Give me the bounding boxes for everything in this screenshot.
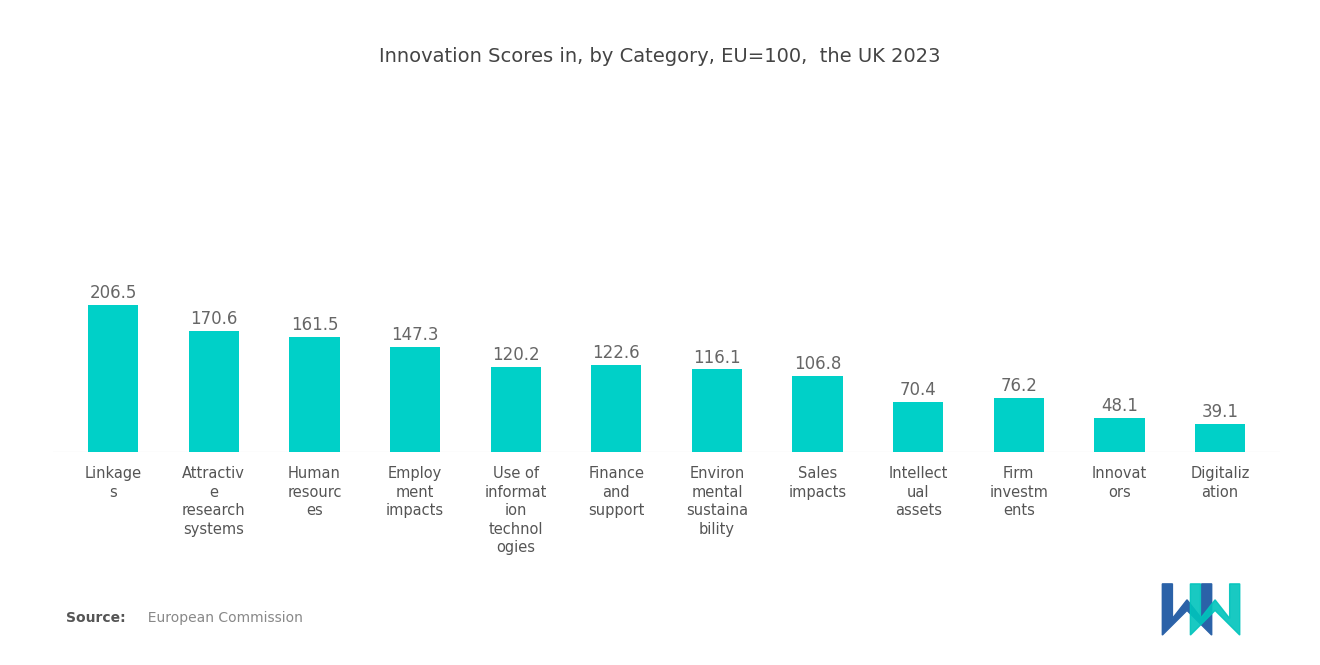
Text: 116.1: 116.1: [693, 348, 741, 366]
Bar: [289, 337, 339, 452]
Bar: [591, 365, 642, 452]
Polygon shape: [1163, 584, 1212, 635]
Bar: [189, 331, 239, 452]
Text: 170.6: 170.6: [190, 310, 238, 328]
Text: 70.4: 70.4: [900, 381, 936, 399]
Bar: [1195, 424, 1245, 452]
Bar: [1094, 418, 1144, 452]
Text: European Commission: European Commission: [139, 611, 302, 625]
Bar: [389, 347, 440, 452]
Text: 120.2: 120.2: [492, 346, 540, 364]
Bar: [894, 402, 944, 452]
Text: 48.1: 48.1: [1101, 397, 1138, 415]
Bar: [491, 366, 541, 452]
Text: 39.1: 39.1: [1201, 404, 1238, 422]
Text: 106.8: 106.8: [793, 355, 841, 373]
Text: 76.2: 76.2: [1001, 377, 1038, 395]
Bar: [994, 398, 1044, 452]
Text: Innovation Scores in, by Category, EU=100,  the UK 2023: Innovation Scores in, by Category, EU=10…: [379, 47, 941, 66]
Bar: [692, 370, 742, 452]
Text: Source:: Source:: [66, 611, 125, 625]
Text: 206.5: 206.5: [90, 284, 137, 302]
Text: 161.5: 161.5: [290, 317, 338, 334]
Bar: [88, 305, 139, 452]
Bar: [792, 376, 842, 452]
Text: 122.6: 122.6: [593, 344, 640, 362]
Text: 147.3: 147.3: [391, 327, 438, 344]
Polygon shape: [1191, 584, 1239, 635]
